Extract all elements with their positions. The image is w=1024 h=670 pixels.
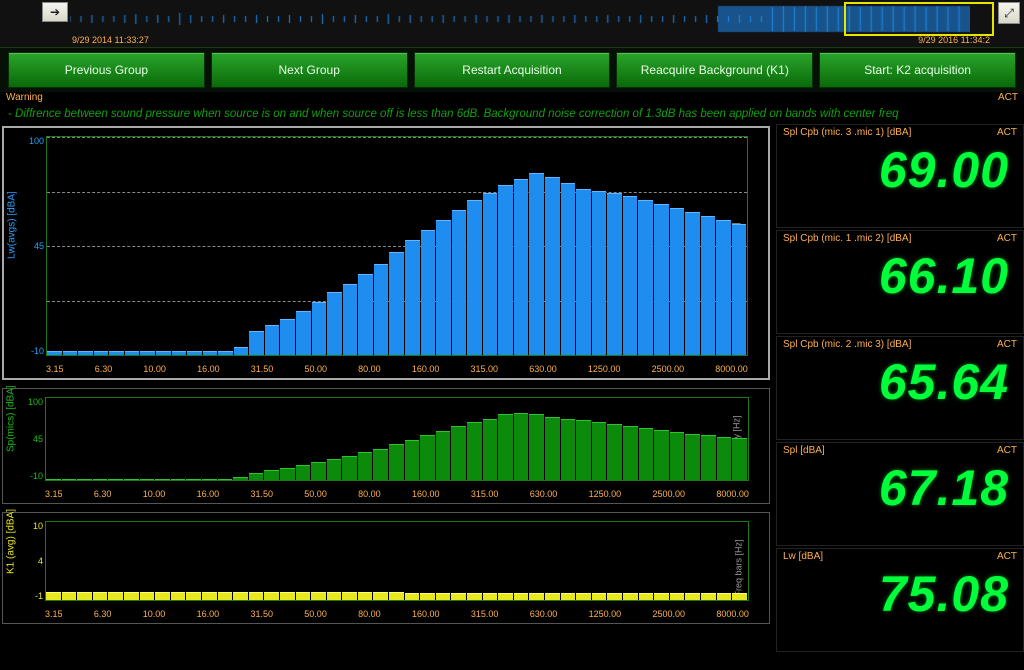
warning-status: ACT	[998, 92, 1018, 106]
reacquire-bg-button[interactable]: Reacquire Background (K1)	[616, 52, 813, 88]
lw-chart-ylabel: Lw(avgs) [dBA]	[7, 247, 18, 259]
next-group-button[interactable]: Next Group	[211, 52, 408, 88]
readout-spl-mic1-mic2: Spl Cpb (mic. 1 .mic 2) [dBA]ACT 66.10	[776, 230, 1024, 334]
timeline-prev-icon[interactable]: ➔	[42, 2, 68, 22]
k1-chart-ylabel: K1 (avg) [dBA]	[6, 562, 17, 574]
action-bar: Previous Group Next Group Restart Acquis…	[0, 48, 1024, 92]
sp-chart: Sp(mics) [dBA] Frequency [Hz] 100 45 -10…	[2, 388, 770, 504]
warning-label: Warning	[6, 92, 43, 106]
readout-value: 69.00	[777, 140, 1023, 206]
readout-lw: Lw [dBA]ACT 75.08	[776, 548, 1024, 652]
sp-chart-plot[interactable]	[45, 397, 749, 481]
readout-value: 75.08	[777, 564, 1023, 630]
warning-text: - Diffrence between sound pressure when …	[0, 106, 1024, 124]
timeline-strip: ➔ ⤢ 9/29 2014 11:33:27 9/29 2016 11:34:2	[0, 0, 1024, 48]
lw-chart-xaxis: 3.156.3010.0016.0031.5050.0080.00160.003…	[46, 364, 748, 374]
readout-value: 66.10	[777, 246, 1023, 312]
sp-chart-yticks: 100 45 -10	[27, 397, 43, 481]
k1-chart-plot[interactable]	[45, 521, 749, 601]
readout-spl-mic2-mic3: Spl Cpb (mic. 2 .mic 3) [dBA]ACT 65.64	[776, 336, 1024, 440]
timeline-end-stamp: 9/29 2016 11:34:2	[918, 35, 990, 45]
readout-value: 65.64	[777, 352, 1023, 418]
readout-spl-mic3-mic1: Spl Cpb (mic. 3 .mic 1) [dBA]ACT 69.00	[776, 124, 1024, 228]
readouts-column: Spl Cpb (mic. 3 .mic 1) [dBA]ACT 69.00 S…	[776, 124, 1024, 654]
start-k2-button[interactable]: Start: K2 acquisition	[819, 52, 1016, 88]
timeline-selection[interactable]	[844, 2, 994, 36]
previous-group-button[interactable]: Previous Group	[8, 52, 205, 88]
timeline-waveform[interactable]	[70, 4, 970, 34]
k1-chart-yticks: 10 4 -1	[27, 521, 43, 601]
restart-acq-button[interactable]: Restart Acquisition	[414, 52, 611, 88]
main-area: Lw(avgs) [dBA] Frequency [Hz] 100 45 -10…	[0, 124, 1024, 654]
warning-header: Warning ACT	[0, 92, 1024, 106]
lw-chart-yticks: 100 45 -10	[28, 136, 44, 356]
sp-chart-ylabel: Sp(mics) [dBA]	[6, 440, 17, 452]
k1-chart-xaxis: 3.156.3010.0016.0031.5050.0080.00160.003…	[45, 609, 749, 619]
sp-chart-xaxis: 3.156.3010.0016.0031.5050.0080.00160.003…	[45, 489, 749, 499]
timeline-fit-icon[interactable]: ⤢	[998, 2, 1020, 24]
k1-chart: K1 (avg) [dBA] Freq bars [Hz] 10 4 -1 3.…	[2, 512, 770, 624]
timeline-start-stamp: 9/29 2014 11:33:27	[72, 35, 149, 45]
readout-value: 67.18	[777, 458, 1023, 524]
lw-chart-plot[interactable]	[46, 136, 748, 356]
readout-spl: Spl [dBA]ACT 67.18	[776, 442, 1024, 546]
lw-chart: Lw(avgs) [dBA] Frequency [Hz] 100 45 -10…	[2, 126, 770, 380]
charts-column: Lw(avgs) [dBA] Frequency [Hz] 100 45 -10…	[0, 124, 776, 654]
